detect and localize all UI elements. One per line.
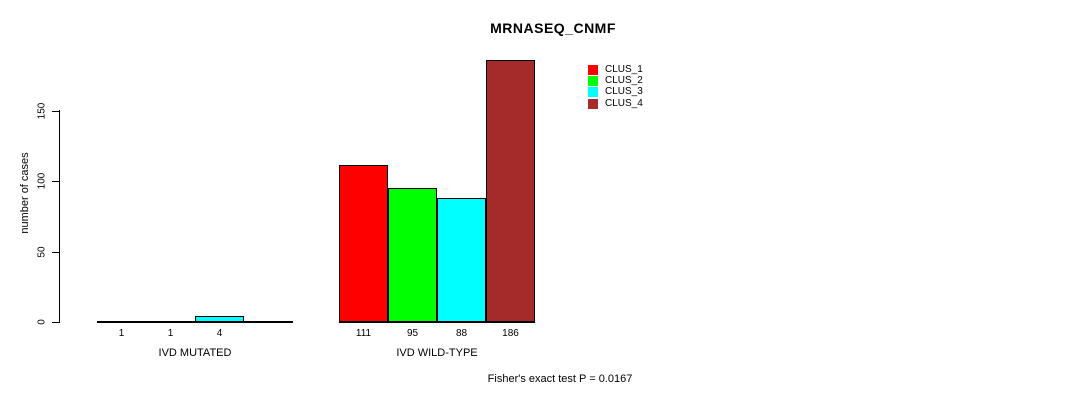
legend-swatch-clus_4 [588,98,598,109]
bar-clus_2-ivd-mutated [146,321,195,323]
group-label-ivd-mutated: IVD MUTATED [158,347,232,359]
legend-row: CLUS_1 [588,64,643,75]
bar-count-label: 88 [455,328,468,339]
legend-label-clus_2: CLUS_2 [605,75,643,87]
bar-count-label: 1 [118,328,125,339]
legend-label-clus_1: CLUS_1 [605,63,643,75]
group-baseline [97,321,293,323]
legend-row: CLUS_4 [588,98,643,109]
bar-count-label: 95 [406,328,419,339]
group-label-ivd-wild-type: IVD WILD-TYPE [396,347,478,359]
y-axis-label: number of cases [19,152,31,234]
legend-swatch-clus_1 [588,64,598,75]
y-tick-label: 100 [36,172,48,190]
y-tick-label: 0 [36,319,48,325]
bar-count-label: 186 [502,328,519,339]
bar-count-label: 111 [355,328,372,339]
legend-label-clus_3: CLUS_3 [605,86,643,98]
y-axis-line [59,110,60,323]
legend-row: CLUS_2 [588,75,643,87]
y-tick-mark [52,181,59,182]
chart-title: MRNASEQ_CNMF [490,20,616,36]
bar-clus_3-ivd-mutated [195,316,244,322]
bar-count-label: 4 [216,328,223,339]
bar-clus_4-ivd-wild-type [486,60,535,322]
y-tick-label: 150 [36,102,48,119]
y-tick-mark [52,322,59,323]
group-baseline [339,321,535,323]
bar-clus_1-ivd-mutated [97,321,146,323]
bar-clus_2-ivd-wild-type [388,188,437,322]
y-tick-mark [52,110,59,112]
legend-swatch-clus_3 [588,87,598,98]
legend-row: CLUS_3 [588,87,643,98]
legend: CLUS_1 CLUS_2 CLUS_3 CLUS_4 [588,64,643,110]
bar-clus_1-ivd-wild-type [339,165,388,322]
y-tick-mark [52,251,59,253]
y-tick-label: 50 [36,245,48,258]
bar-count-label: 1 [167,328,174,339]
legend-label-clus_4: CLUS_4 [605,97,643,109]
annotation-text: Fisher's exact test P = 0.0167 [487,373,633,385]
bar-clus_3-ivd-wild-type [437,198,486,322]
legend-swatch-clus_2 [588,76,598,87]
